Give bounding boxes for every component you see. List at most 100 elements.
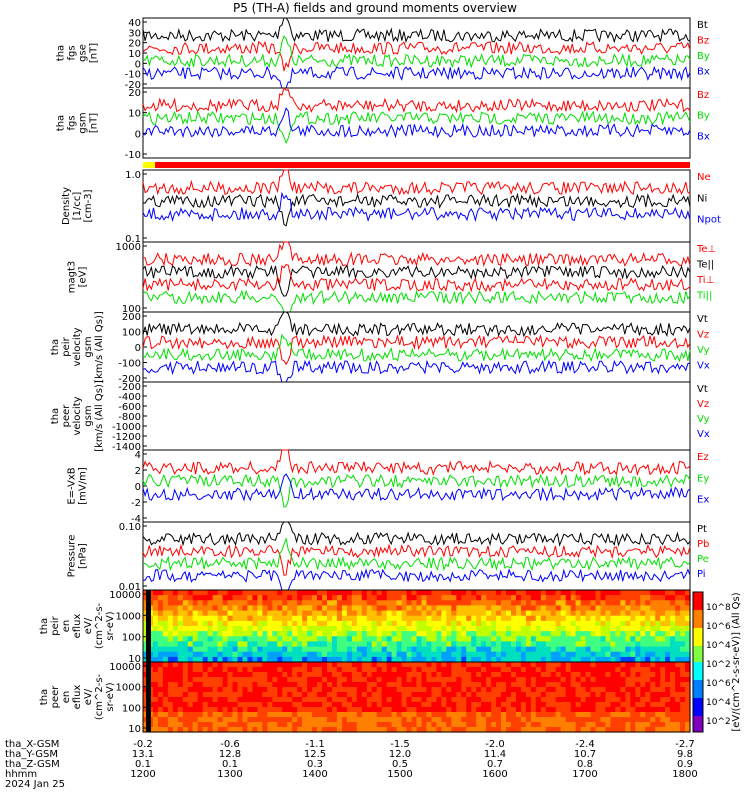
spectrogram-cell	[416, 727, 423, 733]
spectrogram-cell	[242, 646, 249, 653]
spectrogram-cell	[182, 610, 189, 617]
x-tick-label: 12.8	[219, 749, 241, 760]
spectrogram-cell	[451, 636, 457, 642]
spectrogram-cell	[516, 615, 522, 622]
spectrogram-cell	[187, 636, 194, 642]
spectrogram-cell	[481, 717, 487, 723]
spectrogram-cell	[406, 702, 413, 708]
spectrogram-cell	[152, 697, 159, 703]
spectrogram-cell	[491, 702, 497, 708]
spectrogram-cell	[605, 651, 612, 658]
spectrogram-cell	[471, 727, 477, 733]
by-line	[142, 110, 691, 145]
spectrogram-cell	[361, 717, 368, 723]
spectrogram-cell	[680, 646, 686, 653]
spectrogram-cell	[317, 702, 323, 708]
spectrogram-cell	[555, 672, 562, 678]
spectrogram-cell	[441, 727, 447, 733]
spectrogram-cell	[257, 687, 263, 693]
spectrogram-cell	[481, 707, 487, 713]
spectrogram-cell	[361, 610, 368, 617]
spectrogram-cell	[555, 707, 562, 713]
spectrogram-cell	[192, 707, 199, 713]
spectrogram-cell	[322, 620, 328, 627]
spectrogram-cell	[371, 707, 378, 713]
spectrogram-cell	[267, 595, 273, 601]
spectrogram-cell	[351, 682, 358, 688]
spectrogram-cell	[525, 672, 532, 678]
x-tick-label: 1600	[482, 769, 507, 780]
spectrogram-cell	[322, 692, 328, 698]
spectrogram-cell	[461, 626, 467, 632]
spectrogram-cell	[272, 662, 278, 668]
spectrogram-cell	[511, 672, 517, 678]
spectrogram-cell	[267, 641, 273, 648]
spectrogram-cell	[555, 590, 562, 596]
spectrogram-cell	[630, 656, 636, 663]
spectrogram-cell	[277, 626, 283, 632]
spectrogram-cell	[605, 610, 612, 617]
spectrogram-cell	[585, 677, 592, 683]
spectrogram-cell	[356, 615, 363, 622]
spectrogram-cell	[570, 641, 577, 648]
colorbar-cell	[693, 672, 703, 675]
y-axis-label: Density	[61, 187, 72, 225]
spectrogram-cell	[401, 672, 408, 678]
colorbar-cell	[693, 704, 703, 707]
spectrogram-cell	[143, 687, 149, 693]
spectrogram-cell	[655, 600, 661, 606]
spectrogram-cell	[202, 626, 209, 632]
spectrogram-cell	[501, 712, 507, 718]
spectrogram-cell	[660, 707, 666, 713]
spectrogram-cell	[327, 697, 333, 703]
spectrogram-cell	[481, 677, 487, 683]
spectrogram-cell	[530, 692, 537, 698]
spectrogram-cell	[356, 651, 363, 658]
spectrogram-cell	[162, 707, 169, 713]
spectrogram-cell	[341, 702, 348, 708]
spectrogram-cell	[371, 610, 378, 617]
spectrogram-cell	[675, 672, 681, 678]
spectrogram-cell	[332, 662, 338, 668]
spectrogram-cell	[182, 651, 189, 658]
spectrogram-cell	[232, 605, 239, 612]
spectrogram-cell	[605, 595, 612, 601]
spectrogram-cell	[640, 595, 646, 601]
spectrogram-cell	[496, 610, 502, 617]
spectrogram-cell	[167, 600, 174, 606]
spectrogram-cell	[232, 656, 239, 663]
spectrogram-cell	[312, 677, 318, 683]
spectrogram-cell	[192, 620, 199, 627]
spectrogram-cell	[421, 692, 428, 698]
y-axis-label: gsm	[78, 112, 89, 133]
spectrogram-cell	[386, 672, 393, 678]
spectrogram-cell	[610, 707, 616, 713]
x-tick-label: 0.1	[222, 759, 238, 770]
spectrogram-cell	[585, 722, 592, 728]
y-axis-label: tha	[39, 618, 50, 634]
spectrogram-cell	[157, 656, 164, 663]
spectrogram-cell	[282, 667, 288, 673]
spectrogram-cell	[680, 712, 686, 718]
spectrogram-cell	[202, 615, 209, 622]
spectrogram-cell	[336, 615, 343, 622]
spectrogram-cell	[570, 667, 577, 673]
spectrogram-cell	[322, 707, 328, 713]
spectrogram-cell	[491, 641, 497, 648]
spectrogram-cell	[565, 656, 572, 663]
spectrogram-cell	[511, 626, 517, 632]
spectrogram-cell	[665, 600, 671, 606]
spectrogram-cell	[570, 722, 577, 728]
spectrogram-cell	[675, 702, 681, 708]
spectrogram-cell	[312, 620, 318, 627]
spectrogram-cell	[496, 620, 502, 627]
spectrogram-cell	[167, 682, 174, 688]
spectrogram-cell	[501, 626, 507, 632]
spectrogram-cell	[182, 590, 189, 596]
spectrogram-cell	[620, 651, 626, 658]
x-tick-label: 0.1	[135, 759, 151, 770]
spectrogram-cell	[391, 615, 398, 622]
spectrogram-cell	[202, 636, 209, 642]
spectrogram-cell	[361, 651, 368, 658]
